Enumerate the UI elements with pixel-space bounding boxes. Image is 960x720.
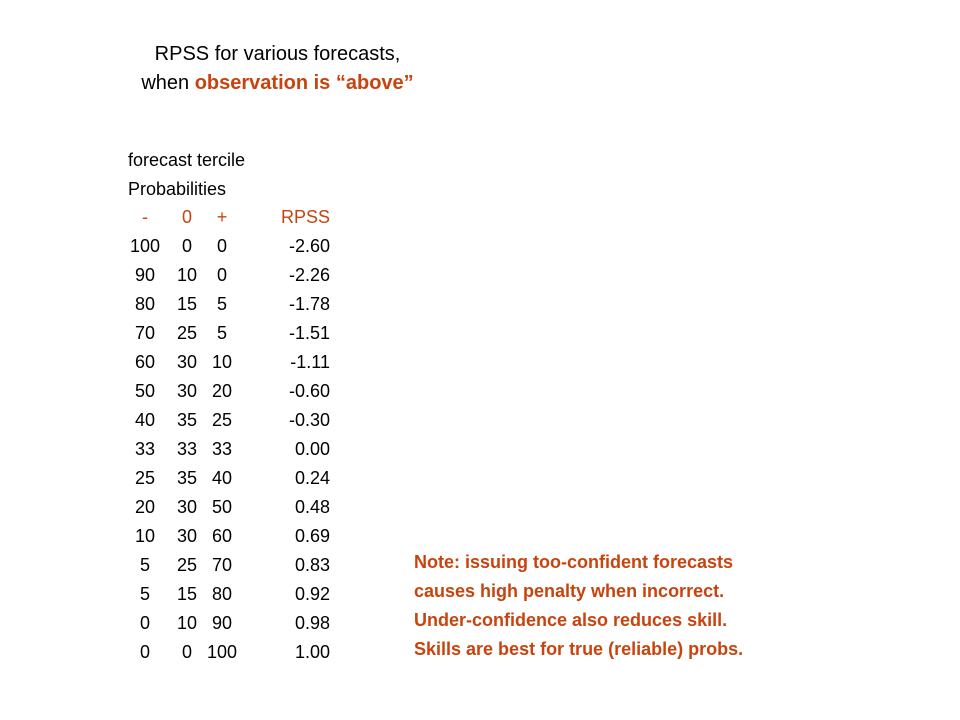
cell-normal: 15 (176, 584, 198, 604)
cell-above: 80 (211, 584, 233, 604)
cell-rpss: 0.92 (294, 584, 330, 604)
cell-below: 5 (139, 555, 150, 575)
table-row: 5 25 70 0.83 (120, 551, 330, 580)
cell-below: 50 (134, 381, 156, 401)
cell-above: 10 (211, 352, 233, 372)
cell-above: 60 (211, 526, 233, 546)
cell-below: 25 (134, 468, 156, 488)
slide-title: RPSS for various forecasts, when observa… (0, 40, 555, 98)
cell-above: 40 (211, 468, 233, 488)
table-row: 10 30 60 0.69 (120, 522, 330, 551)
table-heading-line-2: Probabilities (128, 179, 227, 199)
table-row: 33 33 33 0.00 (120, 435, 330, 464)
cell-above: 33 (211, 439, 233, 459)
cell-below: 0 (139, 613, 150, 633)
cell-rpss: 0.48 (294, 497, 330, 517)
note-line-2: causes high penalty when incorrect. (414, 581, 725, 601)
column-header-below: - (142, 207, 148, 227)
cell-rpss: 0.00 (294, 439, 330, 459)
table-row: 50 30 20 -0.60 (120, 377, 330, 406)
title-line-1: RPSS for various forecasts, (154, 43, 401, 65)
cell-below: 100 (129, 236, 161, 256)
cell-normal: 30 (176, 381, 198, 401)
cell-normal: 0 (181, 236, 192, 256)
cell-below: 0 (139, 642, 150, 662)
cell-rpss: -0.60 (288, 381, 330, 401)
note-block: Note: issuing too-confident forecasts ca… (414, 548, 743, 664)
table-row: 0 0 100 1.00 (120, 638, 330, 667)
cell-normal: 0 (181, 642, 192, 662)
table-row: 70 25 5 -1.51 (120, 319, 330, 348)
table-row: 90 10 0 -2.26 (120, 261, 330, 290)
cell-below: 5 (139, 584, 150, 604)
cell-rpss: -1.78 (288, 294, 330, 314)
cell-below: 60 (134, 352, 156, 372)
cell-rpss: 1.00 (294, 642, 330, 662)
cell-rpss: -1.51 (288, 323, 330, 343)
cell-below: 20 (134, 497, 156, 517)
cell-rpss: -0.30 (288, 410, 330, 430)
table-body: 100 0 0 -2.60 90 10 0 -2.26 80 15 5 -1.78 70 25 5 -1.51… (120, 232, 330, 667)
note-line-4: Skills are best for true (reliable) prob… (414, 639, 744, 659)
cell-rpss: 0.69 (294, 526, 330, 546)
cell-rpss: -2.60 (288, 236, 330, 256)
column-header-normal: 0 (181, 207, 192, 227)
cell-above: 25 (211, 410, 233, 430)
cell-below: 80 (134, 294, 156, 314)
cell-below: 40 (134, 410, 156, 430)
table-row: 100 0 0 -2.60 (120, 232, 330, 261)
cell-normal: 30 (176, 526, 198, 546)
title-line-2-prefix: when (141, 72, 195, 94)
cell-normal: 25 (176, 323, 198, 343)
cell-above: 20 (211, 381, 233, 401)
cell-normal: 15 (176, 294, 198, 314)
cell-above: 70 (211, 555, 233, 575)
table-row: 40 35 25 -0.30 (120, 406, 330, 435)
note-line-1: Note: issuing too-confident forecasts (414, 552, 734, 572)
cell-above: 0 (216, 236, 227, 256)
cell-above: 100 (206, 642, 238, 662)
table-row: 60 30 10 -1.11 (120, 348, 330, 377)
probability-table: - 0 + RPSS 100 0 0 -2.60 90 10 0 -2.26 80 15 5 -1.7… (120, 203, 330, 667)
cell-above: 5 (216, 294, 227, 314)
cell-below: 10 (134, 526, 156, 546)
column-header-rpss: RPSS (280, 207, 330, 227)
table-row: 80 15 5 -1.78 (120, 290, 330, 319)
column-header-above: + (216, 207, 228, 227)
table-row: 0 10 90 0.98 (120, 609, 330, 638)
note-line-3: Under-confidence also reduces skill. (414, 610, 728, 630)
cell-normal: 35 (176, 468, 198, 488)
cell-below: 70 (134, 323, 156, 343)
cell-normal: 35 (176, 410, 198, 430)
table-row: 20 30 50 0.48 (120, 493, 330, 522)
cell-above: 50 (211, 497, 233, 517)
table-heading-line-1: forecast tercile (128, 150, 246, 170)
cell-above: 0 (216, 265, 227, 285)
cell-normal: 25 (176, 555, 198, 575)
cell-normal: 10 (176, 265, 198, 285)
cell-normal: 33 (176, 439, 198, 459)
cell-normal: 30 (176, 497, 198, 517)
table-row: 25 35 40 0.24 (120, 464, 330, 493)
cell-rpss: 0.24 (294, 468, 330, 488)
cell-normal: 10 (176, 613, 198, 633)
cell-below: 90 (134, 265, 156, 285)
cell-normal: 30 (176, 352, 198, 372)
cell-rpss: 0.98 (294, 613, 330, 633)
table-header-row: - 0 + RPSS (120, 203, 330, 232)
cell-rpss: 0.83 (294, 555, 330, 575)
cell-above: 5 (216, 323, 227, 343)
title-line-2: when observation is “above” (0, 69, 555, 98)
cell-below: 33 (134, 439, 156, 459)
cell-rpss: -1.11 (290, 352, 330, 372)
cell-above: 90 (211, 613, 233, 633)
title-emphasis: observation is “above” (194, 72, 414, 94)
cell-rpss: -2.26 (288, 265, 330, 285)
table-row: 5 15 80 0.92 (120, 580, 330, 609)
